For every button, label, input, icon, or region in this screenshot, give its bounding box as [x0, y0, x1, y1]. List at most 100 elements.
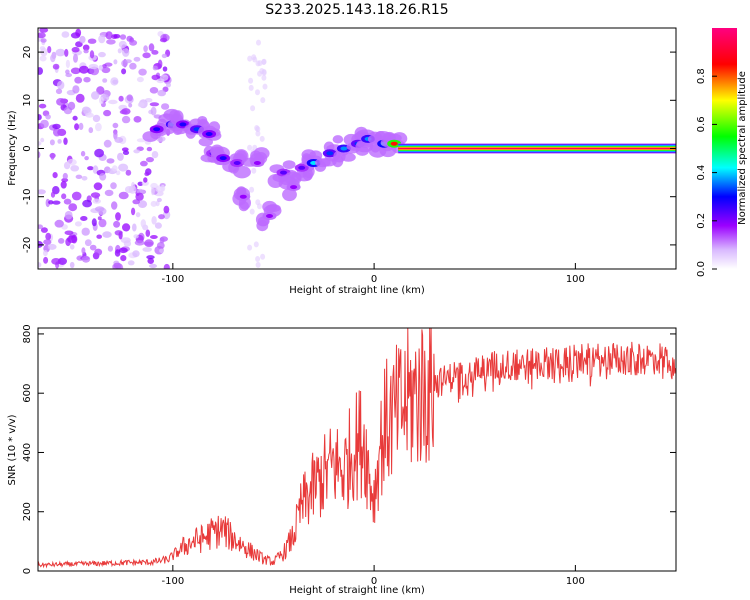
heatmap-noise-cell — [146, 146, 153, 152]
heatmap-noise-cell — [135, 212, 141, 218]
heatmap-noise-cell — [74, 76, 83, 84]
heatmap-noise-cell — [65, 59, 70, 69]
heatmap-noise-cell — [101, 66, 111, 74]
heatmap-noise-cell — [56, 98, 66, 106]
heatmap-noise-cell — [50, 152, 55, 160]
heatmap-noise-cell — [80, 216, 88, 221]
heatmap-noise-cell — [133, 234, 139, 239]
heatmap-noise-cell — [64, 48, 69, 57]
heatmap-noise-cell — [68, 203, 78, 212]
heatmap-noise-cell — [144, 239, 154, 248]
snr-x-tick-label: 100 — [566, 576, 585, 587]
heatmap-ridge-core — [233, 161, 241, 165]
heatmap-noise-cell — [102, 231, 112, 238]
heatmap-ridge-core — [219, 156, 227, 161]
heatmap-noise-cell — [51, 258, 61, 265]
heatmap-noise-cell — [71, 46, 80, 53]
spectrogram-y-tick-label: 10 — [22, 94, 33, 107]
heatmap-noise-cell — [261, 59, 267, 65]
heatmap-noise-cell — [247, 55, 253, 62]
heatmap-ridge-core — [280, 170, 287, 175]
heatmap-noise-cell — [98, 218, 107, 228]
heatmap-noise-cell — [113, 220, 121, 228]
heatmap-noise-cell — [160, 184, 166, 192]
heatmap-noise-cell — [83, 49, 89, 54]
colorbar-tick-label: 0.0 — [696, 261, 707, 277]
heatmap-ridge-core — [205, 132, 213, 136]
heatmap-noise-cell — [122, 223, 131, 232]
heatmap-noise-cell — [96, 234, 102, 239]
heatmap-noise-cell — [52, 63, 60, 70]
heatmap-noise-cell — [89, 50, 95, 59]
heatmap-noise-cell — [133, 149, 141, 154]
heatmap-noise-cell — [82, 44, 90, 51]
snr-x-tick-label: 0 — [371, 576, 377, 587]
heatmap-noise-cell — [137, 102, 145, 108]
heatmap-noise-cell — [95, 122, 102, 132]
heatmap-noise-cell — [251, 167, 257, 174]
chart-title: S233.2025.143.18.26.R15 — [265, 2, 448, 18]
heatmap-noise-cell — [115, 170, 121, 176]
heatmap-noise-cell — [89, 244, 97, 251]
heatmap-noise-cell — [83, 76, 91, 83]
heatmap-noise-cell — [63, 198, 72, 205]
heatmap-ridge-core — [298, 165, 306, 170]
heatmap-ridge-halo — [383, 131, 396, 142]
colorbar-tick-label: 0.6 — [696, 116, 707, 132]
heatmap-noise-cell — [133, 116, 142, 123]
heatmap-noise-cell — [133, 56, 141, 62]
heatmap-noise-cell — [71, 234, 78, 244]
heatmap-noise-cell — [255, 89, 260, 96]
heatmap-noise-cell — [141, 180, 149, 186]
heatmap-noise-cell — [64, 230, 74, 236]
spectrogram-y-ticks: -20 -10 0 10 20 — [22, 46, 676, 253]
snr-y-ticks: 0 200 400 600 800 — [22, 324, 676, 574]
heatmap-noise-cell — [45, 114, 51, 120]
heatmap-noise-cell — [92, 114, 101, 123]
heatmap-noise-cell — [111, 165, 118, 172]
snr-x-ticks: -100 0 100 — [161, 565, 585, 587]
heatmap-noise-cell — [81, 247, 86, 255]
heatmap-noise-cell — [98, 65, 104, 71]
heatmap-noise-cell — [94, 248, 103, 256]
heatmap-ridge-halo — [210, 146, 224, 157]
heatmap-noise-cell — [127, 260, 135, 266]
heatmap-noise-cell — [67, 158, 77, 166]
heatmap-noise-cell — [119, 34, 127, 40]
colorbar-tick-label: 0.2 — [696, 213, 707, 229]
heatmap-noise-cell — [43, 239, 52, 246]
colorbar-tick-label: 0.8 — [696, 68, 707, 84]
heatmap-noise-cell — [38, 141, 42, 146]
heatmap-noise-cell — [52, 200, 61, 205]
heatmap-noise-cell — [73, 53, 78, 63]
heatmap-noise-cell — [38, 103, 47, 109]
heatmap-noise-cell — [38, 262, 42, 268]
heatmap-noise-cell — [97, 216, 102, 221]
heatmap-noise-cell — [81, 227, 90, 236]
heatmap-noise-cell — [84, 156, 89, 161]
spectrogram-y-label: Frequency (Hz) — [7, 110, 18, 186]
heatmap-noise-cell — [88, 127, 94, 134]
heatmap-noise-cell — [138, 68, 147, 76]
heatmap-noise-cell — [120, 255, 127, 262]
heatmap-noise-cell — [49, 139, 55, 146]
heatmap-noise-cell — [118, 191, 129, 200]
heatmap-noise-cell — [137, 200, 148, 209]
heatmap-ridge-core — [326, 151, 334, 156]
heatmap-noise-cell — [39, 28, 49, 33]
colorbar-label: Normalized spectral amplitude — [737, 71, 748, 225]
heatmap-noise-cell — [257, 60, 263, 67]
heatmap-noise-cell — [40, 119, 49, 129]
heatmap-noise-cell — [148, 43, 155, 52]
heatmap-noise-cell — [38, 32, 46, 39]
heatmap-noise-cell — [52, 172, 58, 179]
heatmap-noise-cell — [159, 237, 165, 244]
heatmap-noise-cell — [114, 249, 121, 257]
heatmap-noise-cell — [254, 125, 260, 131]
heatmap-noise-cell — [247, 144, 253, 151]
heatmap-noise-cell — [150, 106, 157, 116]
heatmap-noise-cell — [99, 96, 104, 105]
heatmap-noise-cell — [122, 150, 130, 155]
snr-frame — [37, 327, 677, 572]
heatmap-noise-cell — [40, 137, 45, 143]
